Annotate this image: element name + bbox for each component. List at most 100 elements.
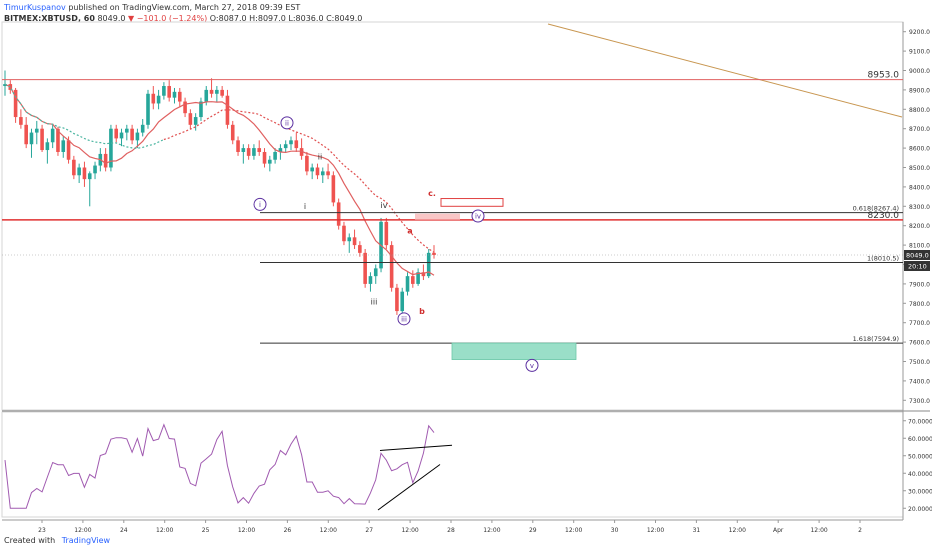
fib-level-label: 0.618(8267.4) [853,205,899,213]
candle-body [87,173,92,180]
price-tick-label: 8300.0 [909,204,930,211]
candle-body [289,140,293,145]
candle-body [416,272,420,284]
price-tick-label: 7700.0 [909,320,930,327]
wave-v-target-zone [451,342,577,360]
candle-body [156,95,161,104]
time-tick-label: 25 [202,527,210,534]
candle-body [246,148,251,156]
price-tick-label: 8900.0 [909,87,930,94]
countdown-badge-label: 20:10 [908,262,927,270]
candle-body [426,252,431,277]
candle-body [82,167,87,180]
candle-body [77,167,81,176]
symbol-label[interactable]: BITMEX:XBTUSD, 60 [4,14,95,23]
wave-label-circled-ii: ii [285,119,289,127]
candle-body [342,225,346,242]
price-change: ▼ −101.0 (−1.24%) [128,14,208,23]
tradingview-logo-text[interactable]: TradingView [61,536,111,545]
wave-label-a: a [407,226,412,235]
price-tick-label: 8500.0 [909,165,930,172]
price-tick-label: 9000.0 [909,68,930,75]
candle-body [405,276,410,292]
candle-body [119,132,124,139]
candle-body [162,86,166,96]
oscillator-tick-label: 40.0000 [908,471,932,478]
candle-body [215,89,219,94]
time-tick-label: 12:00 [320,527,337,534]
oscillator-tick-label: 70.0000 [908,418,932,425]
last-price-badge [904,249,930,260]
candle-body [3,84,7,87]
candle-body [326,171,330,176]
candle-body [347,237,352,242]
oscillator-divergence-lower [377,464,441,511]
time-tick-label: 12:00 [401,527,418,534]
last-price: 8049.0 [97,14,126,23]
candle-body [395,287,399,312]
oscillator-tick-label: 60.0000 [908,436,932,443]
oscillator-tick-label: 30.0000 [908,488,932,495]
candle-body [199,101,203,118]
candle-body [146,93,150,125]
candle-body [151,93,156,104]
price-tick-label: 7900.0 [909,281,930,288]
price-tick-label: 7500.0 [909,359,930,366]
countdown-badge [904,260,930,271]
price-tick-label: 7800.0 [909,301,930,308]
wave-label-c: c. [428,189,436,198]
wave-c-target-box [440,198,504,207]
price-tick-label: 8200.0 [909,223,930,230]
candle-body [125,128,129,133]
published-text: published on TradingView.com, March 27, … [68,3,301,12]
candle-body [299,148,304,156]
oscillator-tick-label: 20.0000 [908,506,932,513]
candle-body [363,252,367,284]
candle-body [93,165,97,174]
oscillator-line [4,423,435,509]
time-tick-label: 12:00 [483,527,500,534]
candle-body [411,276,415,284]
wave-label-iii: iii [371,297,378,306]
price-tick-label: 8700.0 [909,126,930,133]
price-tick-label: 9100.0 [909,49,930,56]
time-tick-label: Apr [773,527,784,534]
time-tick-label: 23 [38,527,46,534]
candle-body [400,291,405,312]
candle-body [140,124,145,133]
ohlc-values: O:8087.0 H:8097.0 L:8036.0 C:8049.0 [209,14,363,23]
candle-body [268,159,272,164]
price-tick-label: 8100.0 [909,243,930,250]
oscillator-divergence-upper [379,444,453,451]
fib-level-label: 1(8010.5) [867,254,899,262]
candle-body [130,128,134,141]
candle-body [331,175,336,203]
time-tick-label: 12:00 [74,527,91,534]
candle-body [262,151,267,164]
time-tick-label: 24 [120,527,128,534]
candle-body [315,167,320,176]
candle-body [19,117,23,125]
time-tick-label: 12:00 [810,527,827,534]
wave-label-circled-iii: iii [401,315,407,323]
candle-body [257,148,262,152]
author-link[interactable]: TimurKuspanov [4,3,66,12]
time-tick-label: 28 [447,527,455,534]
wave-label-circled-ii-circle [280,116,294,130]
candle-body [305,155,309,172]
candle-body [358,245,362,253]
candle-body [432,252,436,255]
candle-body [368,276,373,284]
candle-body [50,128,55,143]
moving-average-dotted-teal [4,83,165,149]
candle-body [225,95,230,125]
time-tick-label: 12:00 [729,527,746,534]
oscillator-tick-label: 50.0000 [908,453,932,460]
candle-body [294,140,299,149]
time-tick-label: 27 [365,527,373,534]
price-tick-label: 7600.0 [909,340,930,347]
level-label-8230: 8230.0 [868,211,900,221]
candle-body [230,124,235,141]
candle-body [40,128,44,151]
